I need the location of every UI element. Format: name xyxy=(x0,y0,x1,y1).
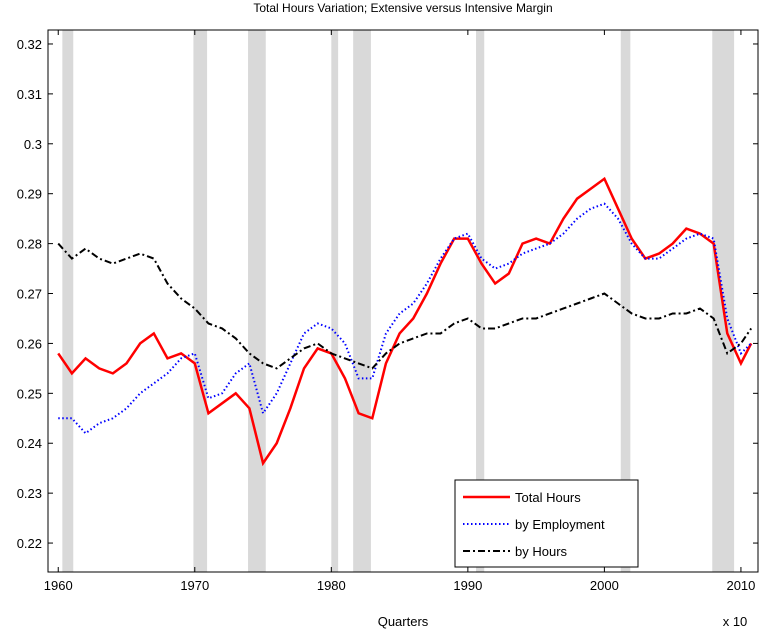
x-tick-label: 2010 xyxy=(726,578,755,593)
chart-title: Total Hours Variation; Extensive versus … xyxy=(253,1,552,15)
legend-label: by Hours xyxy=(515,544,568,559)
x-tick-label: 1960 xyxy=(44,578,73,593)
recession-band xyxy=(248,30,266,572)
legend-label: by Employment xyxy=(515,517,605,532)
y-tick-label: 0.29 xyxy=(17,187,42,202)
y-tick-label: 0.3 xyxy=(24,137,42,152)
y-tick-label: 0.22 xyxy=(17,536,42,551)
legend-label: Total Hours xyxy=(515,490,581,505)
legend-box xyxy=(454,479,639,568)
x-axis-label: Quarters xyxy=(378,614,429,629)
x-multiplier: x 10 xyxy=(723,614,748,629)
x-tick-label: 2000 xyxy=(590,578,619,593)
recession-band xyxy=(620,30,631,572)
y-tick-label: 0.31 xyxy=(17,87,42,102)
x-tick-label: 1980 xyxy=(317,578,346,593)
data-line xyxy=(58,202,752,435)
y-tick-label: 0.27 xyxy=(17,287,42,302)
recession-band xyxy=(353,30,371,572)
y-tick-label: 0.26 xyxy=(17,336,42,351)
y-tick-label: 0.24 xyxy=(17,436,42,451)
y-tick-label: 0.23 xyxy=(17,486,42,501)
y-tick-label: 0.25 xyxy=(17,386,42,401)
y-tick-label: 0.28 xyxy=(17,237,42,252)
recession-band xyxy=(62,30,74,572)
recession-band xyxy=(476,30,485,572)
recession-band xyxy=(331,30,339,572)
x-tick-label: 1970 xyxy=(180,578,209,593)
recession-band xyxy=(193,30,208,572)
x-tick-label: 1990 xyxy=(453,578,482,593)
data-line xyxy=(57,176,753,467)
y-tick-label: 0.32 xyxy=(17,37,42,52)
data-line xyxy=(57,242,752,370)
plot-frame xyxy=(47,29,759,573)
